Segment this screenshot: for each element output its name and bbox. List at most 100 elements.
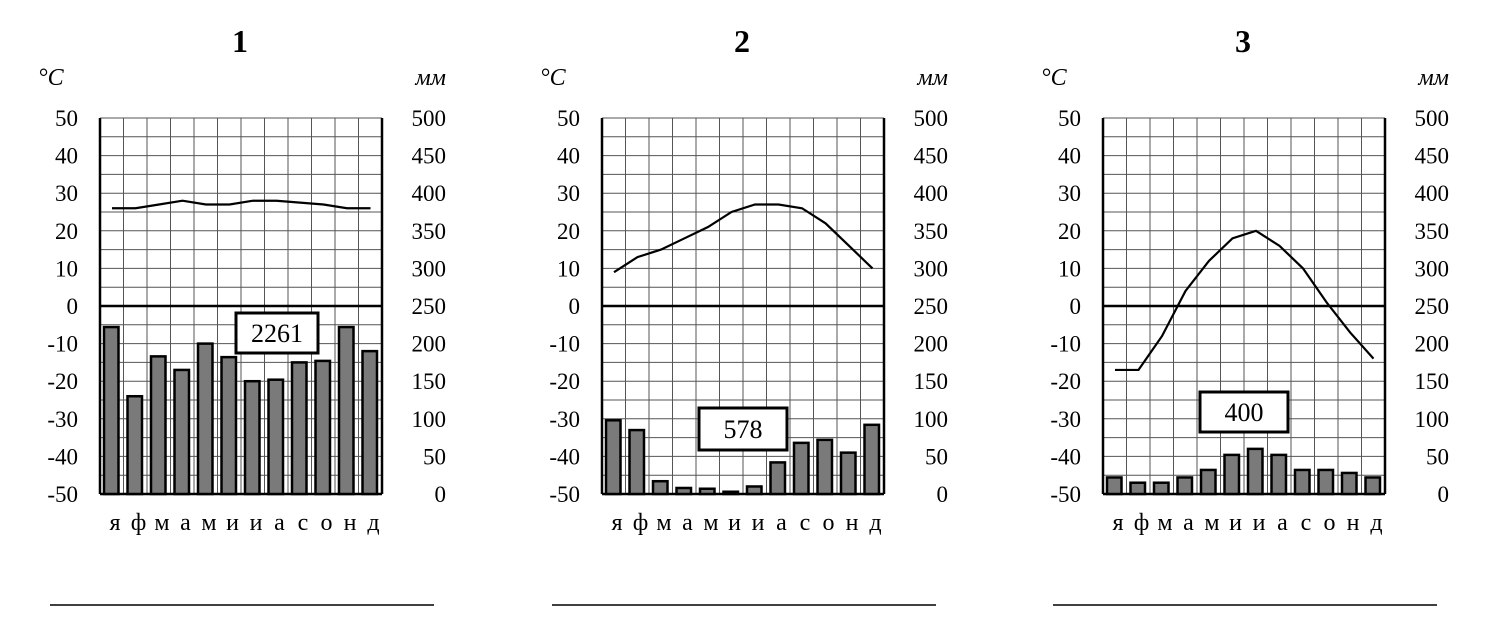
left-tick-label: -10 xyxy=(47,332,78,357)
chart-title: 2 xyxy=(734,23,750,59)
precipitation-bar xyxy=(839,451,857,496)
precipitation-bar xyxy=(1340,471,1358,496)
right-tick-label: 200 xyxy=(914,332,949,357)
right-tick-label: 300 xyxy=(914,256,949,281)
left-tick-label: 20 xyxy=(557,219,580,244)
left-tick-label: 10 xyxy=(55,256,78,281)
precipitation-bar xyxy=(1176,476,1194,496)
left-tick-label: 30 xyxy=(557,181,580,206)
right-tick-label: 50 xyxy=(1426,444,1449,469)
month-label: о xyxy=(823,510,835,536)
month-label: а xyxy=(180,510,191,536)
right-tick-label: 0 xyxy=(1438,482,1450,507)
precipitation-bar xyxy=(628,428,646,496)
right-tick-label: 350 xyxy=(1415,219,1450,244)
precipitation-bar xyxy=(243,379,261,496)
left-tick-label: -40 xyxy=(549,444,580,469)
right-tick-label: 500 xyxy=(1415,106,1450,131)
left-tick-label: -30 xyxy=(1050,407,1081,432)
chart-panel-3: 3°C мм50403020100-10-20-30-40-50500450400… xyxy=(1041,23,1450,606)
month-label: а xyxy=(274,510,285,536)
precipitation-bar xyxy=(173,368,191,496)
precipitation-bar xyxy=(1317,468,1335,496)
right-tick-label: 400 xyxy=(1415,181,1450,206)
right-tick-label: 450 xyxy=(914,144,949,169)
annual-total-value: 578 xyxy=(724,415,763,444)
right-tick-label: 500 xyxy=(412,106,447,131)
left-tick-label: -10 xyxy=(549,332,580,357)
precipitation-bar xyxy=(126,394,144,496)
month-label: м xyxy=(1157,510,1172,536)
right-tick-label: 300 xyxy=(412,256,447,281)
month-label: н xyxy=(846,510,859,536)
month-label: м xyxy=(656,510,671,536)
left-tick-label: 40 xyxy=(1058,144,1081,169)
precipitation-bar xyxy=(1199,468,1217,496)
precipitation-bar xyxy=(792,441,810,496)
left-tick-label: 10 xyxy=(557,256,580,281)
precipitation-bar xyxy=(1223,453,1241,496)
left-tick-label: -50 xyxy=(1050,482,1081,507)
left-tick-label: -20 xyxy=(549,369,580,394)
left-tick-label: -10 xyxy=(1050,332,1081,357)
left-tick-label: 0 xyxy=(67,294,79,319)
chart-panel-1: 1°C мм50403020100-10-20-30-40-50500450400… xyxy=(38,23,447,606)
left-tick-label: 10 xyxy=(1058,256,1081,281)
right-tick-label: 200 xyxy=(412,332,447,357)
right-tick-label: 100 xyxy=(1415,407,1450,432)
precipitation-bar xyxy=(102,325,120,496)
left-tick-label: 0 xyxy=(569,294,581,319)
left-tick-label: 40 xyxy=(557,144,580,169)
precipitation-bar xyxy=(337,325,355,496)
precipitation-bar xyxy=(290,361,308,496)
left-tick-label: 40 xyxy=(55,144,78,169)
right-unit-label: мм xyxy=(1417,65,1449,91)
right-tick-label: 450 xyxy=(1415,144,1450,169)
left-tick-label: 20 xyxy=(1058,219,1081,244)
month-label: и xyxy=(1229,510,1242,536)
month-label: д xyxy=(1370,510,1382,536)
right-tick-label: 0 xyxy=(435,482,447,507)
precipitation-bar xyxy=(1270,453,1288,496)
left-tick-label: -40 xyxy=(47,444,78,469)
precipitation-bar xyxy=(1364,476,1382,496)
month-label: с xyxy=(298,510,309,536)
left-tick-label: -30 xyxy=(47,407,78,432)
left-tick-label: -30 xyxy=(549,407,580,432)
right-tick-label: 500 xyxy=(914,106,949,131)
month-label: м xyxy=(703,510,718,536)
annual-total-box xyxy=(234,311,320,355)
left-tick-label: 50 xyxy=(55,106,78,131)
precipitation-bar xyxy=(651,479,669,496)
left-tick-label: 30 xyxy=(55,181,78,206)
month-label: м xyxy=(154,510,169,536)
left-tick-label: 20 xyxy=(55,219,78,244)
precipitation-bar xyxy=(722,490,740,496)
temperature-line xyxy=(112,199,371,210)
month-label: ф xyxy=(1134,510,1150,536)
precipitation-bar xyxy=(863,423,881,496)
annual-total-box xyxy=(1198,390,1290,434)
month-label: а xyxy=(776,510,787,536)
temperature-line xyxy=(613,203,874,274)
month-label: а xyxy=(1183,510,1194,536)
right-tick-label: 50 xyxy=(925,444,948,469)
precipitation-bar xyxy=(220,355,238,496)
right-tick-label: 150 xyxy=(412,369,447,394)
left-unit-label: °C xyxy=(540,65,567,91)
right-tick-label: 400 xyxy=(412,181,447,206)
precipitation-bar xyxy=(149,355,167,496)
precipitation-bar xyxy=(1246,447,1264,496)
left-tick-label: -50 xyxy=(549,482,580,507)
right-tick-label: 450 xyxy=(412,144,447,169)
left-tick-label: -20 xyxy=(47,369,78,394)
precipitation-bar xyxy=(1129,481,1147,496)
annual-total-box xyxy=(697,406,789,452)
left-tick-label: 50 xyxy=(1058,106,1081,131)
month-label: о xyxy=(321,510,333,536)
left-tick-label: 50 xyxy=(557,106,580,131)
precipitation-bar xyxy=(361,349,379,496)
left-tick-label: -50 xyxy=(47,482,78,507)
month-label: ф xyxy=(131,510,147,536)
